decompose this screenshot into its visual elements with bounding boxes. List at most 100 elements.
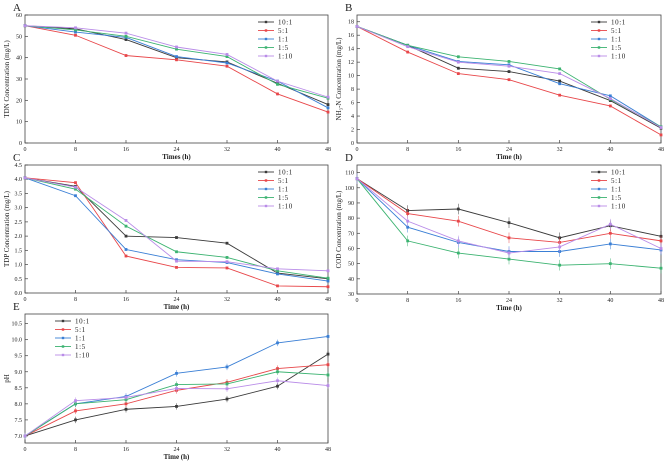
x-tick-label: 40 (275, 147, 281, 153)
data-point (74, 28, 77, 32)
data-point (225, 256, 229, 259)
legend-label: 1:10 (278, 203, 293, 211)
data-point (456, 207, 460, 211)
data-point (175, 47, 178, 51)
data-point (124, 38, 128, 41)
legend-marker (597, 46, 601, 49)
data-point (175, 371, 178, 375)
data-point (124, 248, 128, 251)
panel-label: A (13, 2, 21, 14)
legend-marker (264, 29, 268, 32)
data-point (507, 221, 511, 225)
data-point (326, 335, 330, 338)
y-tick-label: 50 (348, 262, 354, 268)
x-tick-label: 0 (356, 147, 359, 153)
data-point (355, 25, 359, 28)
x-tick-label: 40 (607, 298, 613, 304)
panel-label: E (13, 301, 20, 313)
legend-label: 1:10 (611, 53, 626, 61)
data-point (225, 387, 229, 391)
legend-label: 1:5 (611, 194, 622, 202)
x-axis-label: Time (h) (164, 453, 190, 461)
chart-panel-E: E 0 8 16 24 32 40 48 7.0 7.5 8.0 8.5 9.0 9.5 10.0 10.5 T… (3, 301, 331, 461)
data-point (124, 396, 128, 399)
data-point (175, 405, 178, 408)
legend-label: 10:1 (75, 318, 90, 326)
data-point (23, 24, 27, 28)
y-tick-label: 30 (16, 77, 22, 83)
legend-label: 5:1 (278, 177, 289, 185)
chart-panel-C: C 0 8 16 24 32 40 48 0.0 0.5 1.0 1.5 2.0 2.5 3.0 3.5 4.0… (3, 152, 331, 311)
legend-marker (597, 20, 601, 24)
data-point (608, 231, 612, 235)
y-tick-label: 2.5 (15, 220, 23, 226)
x-tick-label: 32 (224, 297, 230, 303)
data-point (124, 224, 128, 228)
legend-label: 5:1 (75, 326, 86, 334)
y-tick-label: 40 (348, 277, 354, 283)
x-tick-label: 48 (325, 297, 331, 303)
legend-label: 1:1 (75, 335, 86, 343)
y-tick-label: 10.0 (12, 338, 23, 344)
data-point (175, 55, 178, 58)
data-point (608, 97, 612, 100)
panel-label: C (13, 152, 20, 164)
legend-label: 1:5 (278, 194, 289, 202)
data-point (225, 397, 229, 401)
legend-marker (264, 204, 268, 208)
data-point (456, 219, 460, 223)
data-point (608, 104, 612, 108)
data-point (74, 30, 77, 34)
data-point (406, 219, 410, 223)
legend-marker (597, 170, 601, 174)
y-tick-label: 7.0 (15, 434, 23, 440)
x-tick-label: 24 (506, 298, 512, 304)
legend-marker (597, 179, 601, 182)
x-tick-label: 40 (607, 147, 613, 153)
y-tick-label: 8 (351, 87, 354, 93)
legend-label: 1:1 (611, 36, 622, 44)
x-tick-label: 16 (123, 447, 129, 453)
data-point (558, 263, 562, 267)
y-tick-label: 1.5 (15, 248, 23, 254)
data-point (225, 64, 229, 68)
legend-label: 1:10 (75, 352, 90, 360)
x-tick-label: 24 (506, 147, 512, 153)
x-tick-label: 16 (455, 147, 461, 153)
x-axis-label: Time (h) (164, 303, 190, 311)
data-point (659, 126, 663, 129)
legend-label: 5:1 (278, 27, 289, 35)
data-point (456, 72, 460, 76)
data-point (74, 194, 77, 198)
x-tick-label: 8 (406, 147, 409, 153)
y-tick-label: 12 (348, 60, 354, 66)
panel-label: D (345, 152, 353, 164)
legend-marker (61, 328, 65, 331)
data-point (507, 257, 511, 261)
data-point (456, 239, 460, 243)
data-point (326, 352, 330, 356)
x-tick-label: 32 (224, 147, 230, 153)
y-tick-label: 80 (348, 216, 354, 222)
legend-label: 1:1 (611, 186, 622, 194)
legend-marker (61, 336, 65, 340)
legend-marker (61, 353, 65, 357)
x-tick-label: 24 (174, 147, 180, 153)
data-point (326, 279, 330, 283)
data-point (558, 82, 562, 86)
x-tick-label: 0 (356, 298, 359, 304)
data-point (558, 245, 562, 249)
data-point (175, 259, 178, 263)
y-axis-label: TDN Concentration (mg/L) (3, 40, 11, 118)
y-tick-label: 4.0 (15, 177, 23, 183)
legend-label: 1:10 (278, 53, 293, 61)
x-tick-label: 8 (74, 447, 77, 453)
data-point (225, 365, 229, 369)
data-point (326, 373, 330, 377)
data-point (406, 212, 410, 215)
data-point (124, 407, 128, 411)
y-tick-label: 4.5 (15, 163, 23, 169)
data-point (326, 363, 330, 367)
data-point (23, 176, 27, 180)
